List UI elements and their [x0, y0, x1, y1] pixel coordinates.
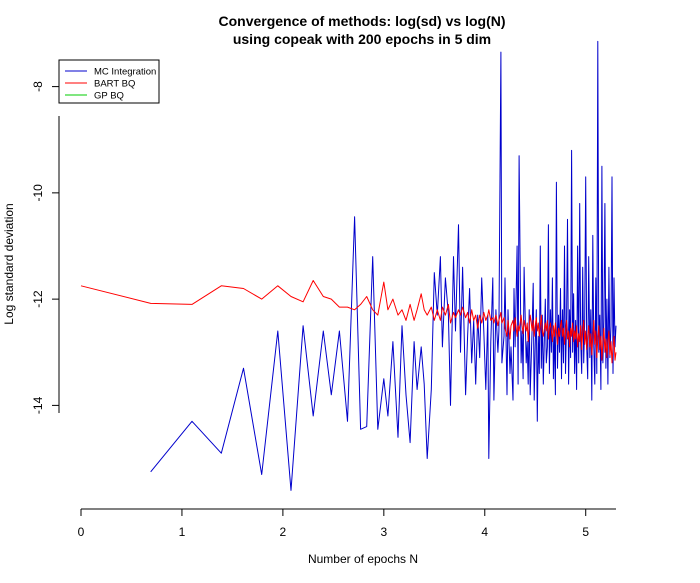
x-axis-ticks: 0 1 2 3 4 5 [78, 509, 589, 539]
x-tick-label: 2 [280, 525, 287, 539]
x-tick-label: 5 [582, 525, 589, 539]
x-tick-label: 3 [380, 525, 387, 539]
legend-label: MC Integration [94, 67, 156, 78]
x-tick-label: 1 [179, 525, 186, 539]
x-tick-label: 4 [481, 525, 488, 539]
y-tick-label: -14 [31, 396, 45, 414]
legend-label: BART BQ [94, 79, 135, 90]
chart-title-line2: using copeak with 200 epochs in 5 dim [233, 31, 491, 47]
x-tick-label: 0 [78, 525, 85, 539]
y-tick-label: -8 [31, 81, 45, 92]
chart-title-line1: Convergence of methods: log(sd) vs log(N… [218, 13, 505, 29]
series-line-bart-bq [80, 280, 617, 364]
y-axis-label: Log standard deviation [2, 203, 16, 324]
y-tick-label: -10 [31, 184, 45, 202]
y-tick-label: -12 [31, 290, 45, 308]
series-line-mc-integration [150, 40, 617, 491]
x-axis-label: Number of epochs N [308, 552, 418, 566]
legend-box [58, 59, 160, 104]
series-lines [80, 40, 617, 491]
legend-label: GP BQ [94, 91, 124, 102]
y-axis-ticks: -8 -10 -12 -14 [31, 81, 59, 414]
